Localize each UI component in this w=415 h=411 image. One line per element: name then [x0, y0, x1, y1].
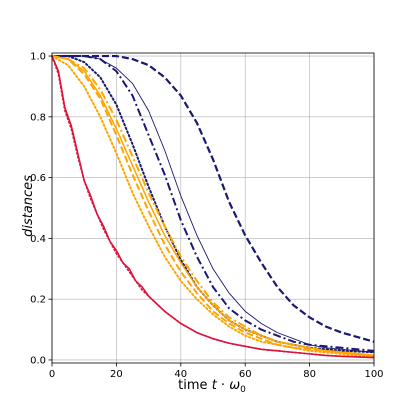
- x-axis-ticks: 0 20 40 60 80 100: [49, 363, 384, 380]
- series-line-crimson-dotted: [51, 55, 375, 359]
- y-tick-label-3: 0.6: [30, 173, 46, 184]
- x-tick-label-0: 0: [49, 369, 55, 380]
- series-layer: [51, 54, 375, 359]
- y-axis-label: distances: [21, 175, 36, 237]
- y-tick-label-4: 0.8: [30, 112, 46, 123]
- x-tick-label-3: 60: [239, 369, 252, 380]
- series-line-navy-dashed: [52, 54, 375, 343]
- grid-lines: [51, 53, 375, 363]
- series-line-orange-dotted: [51, 55, 375, 358]
- series-line-orange-dashed: [51, 55, 375, 357]
- series-line-navy-dashdot: [52, 55, 375, 352]
- plot-frame: [51, 52, 375, 364]
- x-tick-label-1: 20: [110, 369, 123, 380]
- y-tick-label-2: 0.4: [30, 234, 46, 245]
- x-tick-label-2: 40: [174, 369, 187, 380]
- y-tick-label-1: 0.2: [30, 295, 46, 306]
- x-tick-label-4: 80: [303, 369, 316, 380]
- series-line-navy-solid: [52, 55, 375, 353]
- y-tick-label-5: 1.0: [30, 52, 46, 63]
- x-axis-label: time t · ω0: [178, 378, 246, 395]
- series-line-navy-dotted: [51, 55, 375, 354]
- y-tick-label-0: 0.0: [30, 355, 46, 366]
- x-tick-label-5: 100: [364, 369, 383, 380]
- y-axis-ticks: 0.0 0.2 0.4 0.6 0.8 1.0: [30, 52, 52, 366]
- series-line-orange-solid: [51, 55, 375, 357]
- series-line-orange-dashdot: [51, 55, 375, 357]
